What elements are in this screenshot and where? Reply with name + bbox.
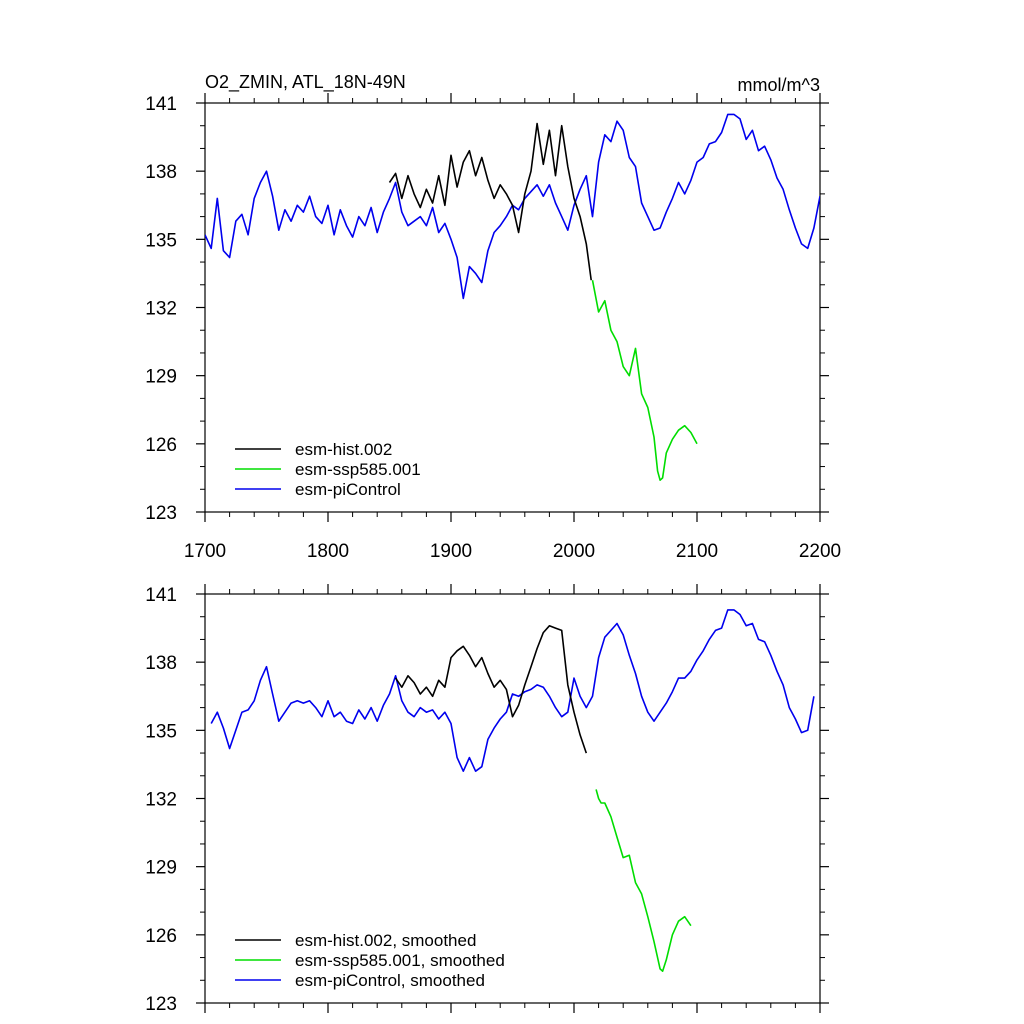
legend-label: esm-ssp585.001 [295, 460, 421, 479]
x-tick-label: 1900 [430, 541, 472, 562]
y-tick-label: 135 [145, 721, 177, 742]
y-tick-label: 132 [145, 299, 177, 320]
y-tick-label: 141 [145, 585, 177, 606]
x-tick-label: 1800 [307, 541, 349, 562]
y-tick-label: 123 [145, 994, 177, 1015]
y-tick-label: 123 [145, 503, 177, 524]
y-tick-label: 141 [145, 94, 177, 115]
y-tick-label: 135 [145, 230, 177, 251]
legend-label: esm-hist.002 [295, 440, 392, 459]
legend-label: esm-ssp585.001, smoothed [295, 951, 505, 970]
y-tick-label: 129 [145, 367, 177, 388]
series-line [210, 609, 815, 773]
y-tick-label: 138 [145, 162, 177, 183]
y-tick-label: 126 [145, 435, 177, 456]
chart-title: O2_ZMIN, ATL_18N-49N [205, 72, 406, 93]
series-line [591, 280, 698, 482]
series-line [394, 624, 588, 754]
y-tick-label: 132 [145, 790, 177, 811]
x-tick-label: 2000 [553, 541, 595, 562]
y-tick-label: 126 [145, 926, 177, 947]
panel-bottom: 123 126 129 132 135 138 141 esm-hist.002, smoot… [145, 584, 829, 1015]
legend-label: esm-piControl [295, 480, 401, 499]
y-tick-label: 129 [145, 858, 177, 879]
x-tick-label: 2100 [676, 541, 718, 562]
units-label: mmol/m^3 [738, 75, 820, 95]
series-line [595, 789, 692, 973]
x-tick-label: 1700 [184, 541, 226, 562]
legend-label: esm-hist.002, smoothed [295, 931, 476, 950]
panel-top: 123 126 129 132 135 138 141 1700 1800 1900 2000 210… [145, 72, 841, 562]
x-tick-label: 2200 [799, 541, 841, 562]
series-line [388, 122, 592, 281]
y-tick-label: 138 [145, 653, 177, 674]
legend-label: esm-piControl, smoothed [295, 971, 485, 990]
